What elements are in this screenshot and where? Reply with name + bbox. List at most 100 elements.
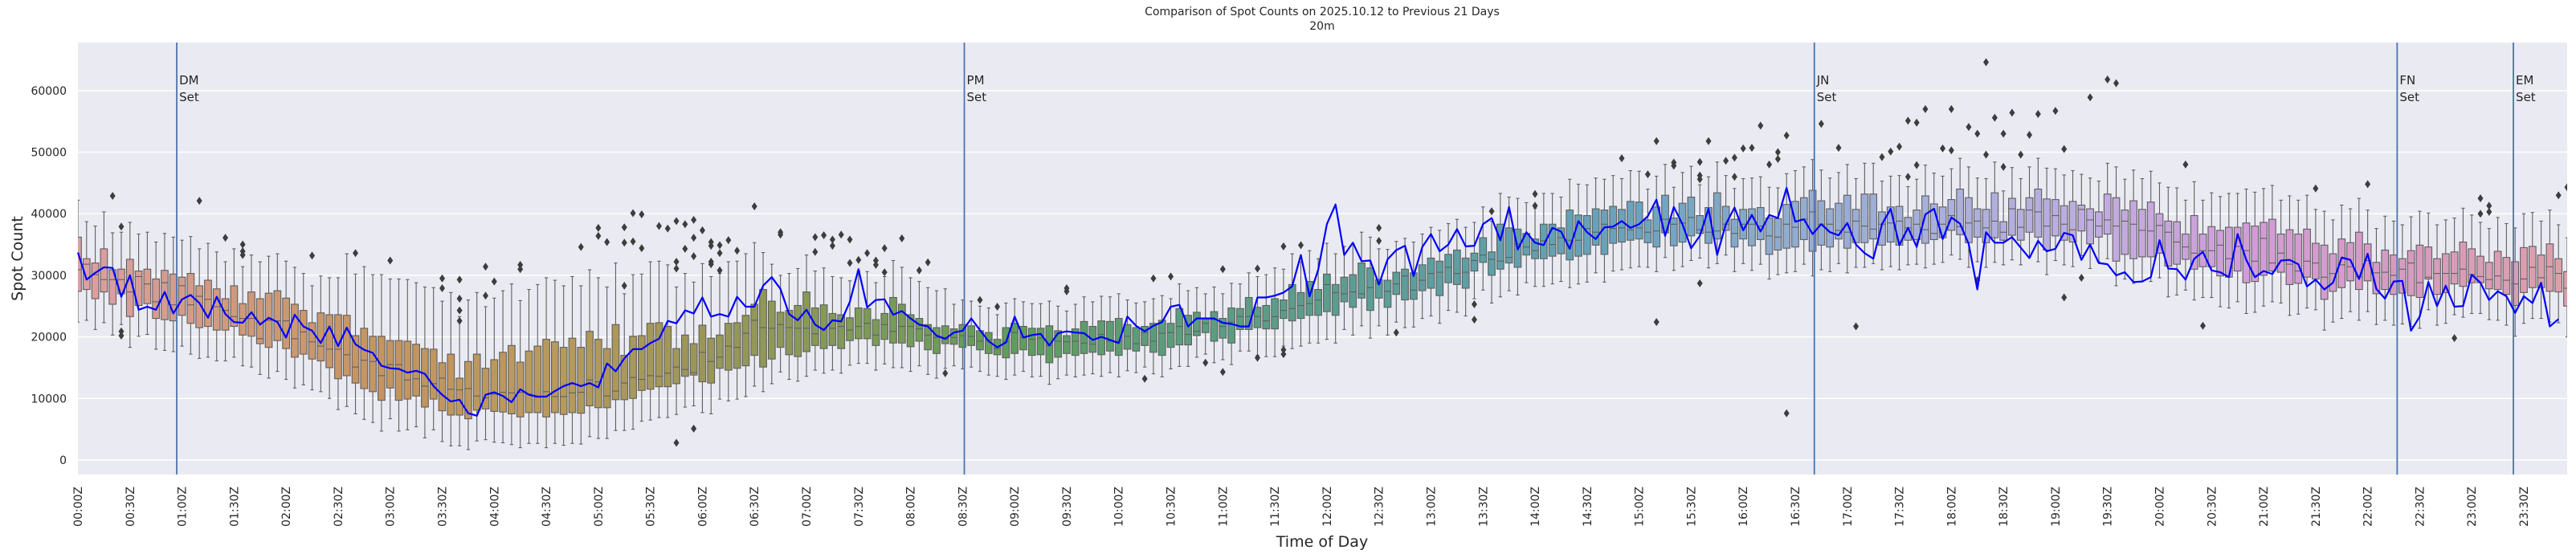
box bbox=[2459, 207, 2468, 318]
box bbox=[1687, 165, 1696, 262]
box bbox=[360, 266, 369, 420]
box-iqr bbox=[1947, 199, 1956, 231]
box bbox=[1054, 305, 1063, 380]
box-iqr bbox=[759, 288, 767, 368]
outlier-point bbox=[2000, 129, 2007, 138]
box bbox=[1036, 303, 1045, 377]
box bbox=[2129, 169, 2137, 284]
box bbox=[577, 285, 586, 445]
box-iqr bbox=[802, 291, 810, 352]
box bbox=[1305, 250, 1314, 344]
box-iqr bbox=[1184, 315, 1193, 346]
box-iqr bbox=[1756, 206, 1765, 240]
box bbox=[1401, 238, 1409, 328]
box-iqr bbox=[508, 344, 516, 415]
box-iqr bbox=[2545, 243, 2554, 292]
box-iqr bbox=[854, 307, 863, 340]
box-iqr bbox=[1956, 188, 1965, 235]
box-iqr bbox=[342, 315, 351, 377]
outlier-point bbox=[1202, 358, 1209, 367]
outlier-point bbox=[491, 277, 497, 286]
outlier-point bbox=[483, 291, 489, 300]
box bbox=[2190, 181, 2198, 301]
event-label: PM bbox=[967, 73, 985, 88]
box-iqr bbox=[230, 285, 239, 328]
box bbox=[1557, 196, 1566, 283]
box-iqr bbox=[1618, 209, 1626, 243]
box-iqr bbox=[455, 377, 463, 416]
box bbox=[1444, 222, 1452, 312]
outlier-point bbox=[1888, 147, 1894, 156]
chart-subtitle: 20m bbox=[1309, 20, 1334, 33]
outlier-point bbox=[2052, 107, 2059, 116]
box bbox=[2155, 182, 2164, 279]
box bbox=[2198, 199, 2207, 299]
box-iqr bbox=[2484, 262, 2493, 290]
box bbox=[2303, 194, 2311, 309]
x-tick-label: 08:30Z bbox=[957, 487, 970, 527]
box bbox=[568, 275, 577, 444]
box-iqr bbox=[1210, 311, 1219, 342]
box-iqr bbox=[1132, 327, 1141, 352]
x-tick-label: 11:30Z bbox=[1269, 487, 1282, 527]
outlier-point bbox=[196, 197, 202, 206]
x-tick-label: 13:00Z bbox=[1425, 487, 1438, 527]
box bbox=[1166, 298, 1175, 370]
box bbox=[2008, 167, 2016, 261]
x-tick-label: 08:00Z bbox=[905, 487, 918, 527]
box bbox=[1357, 231, 1366, 327]
box-iqr bbox=[1488, 251, 1496, 276]
box-iqr bbox=[1791, 201, 1799, 248]
box-iqr bbox=[2285, 229, 2294, 285]
box bbox=[378, 274, 386, 432]
outlier-point bbox=[778, 230, 784, 239]
event-label: DM bbox=[179, 73, 199, 88]
box bbox=[949, 303, 958, 367]
outlier-point bbox=[1948, 146, 1954, 155]
box-iqr bbox=[1305, 281, 1314, 316]
outlier-point bbox=[1757, 121, 1764, 130]
box bbox=[1479, 206, 1488, 291]
box bbox=[2545, 210, 2554, 323]
box bbox=[2363, 210, 2372, 312]
outlier-point bbox=[1974, 129, 1981, 138]
box-iqr bbox=[1280, 299, 1288, 320]
box bbox=[186, 236, 195, 355]
event-label: EM bbox=[2516, 73, 2533, 88]
box-iqr bbox=[360, 328, 369, 389]
box-iqr bbox=[499, 352, 507, 413]
box bbox=[161, 233, 169, 352]
x-tick-label: 12:00Z bbox=[1321, 487, 1334, 527]
outlier-point bbox=[899, 234, 905, 242]
outlier-point bbox=[239, 240, 246, 249]
box-iqr bbox=[941, 325, 949, 344]
outlier-point bbox=[673, 217, 680, 226]
x-tick-label: 15:00Z bbox=[1634, 487, 1647, 527]
box bbox=[698, 263, 707, 413]
box bbox=[611, 263, 620, 431]
box bbox=[299, 273, 308, 385]
outlier-point bbox=[1731, 153, 1737, 162]
box-iqr bbox=[1774, 218, 1782, 251]
box-iqr bbox=[1591, 208, 1600, 246]
box bbox=[1461, 226, 1470, 317]
outlier-point bbox=[1913, 118, 1920, 127]
box-iqr bbox=[82, 258, 91, 291]
box-iqr bbox=[2502, 257, 2511, 295]
outlier-point bbox=[751, 202, 757, 211]
box-iqr bbox=[1166, 323, 1175, 348]
outlier-point bbox=[456, 316, 463, 325]
outlier-point bbox=[1705, 136, 1712, 145]
box-iqr bbox=[2450, 251, 2459, 285]
box-iqr bbox=[1357, 263, 1366, 299]
outlier-point bbox=[1532, 202, 1538, 210]
event-label: Set bbox=[2516, 90, 2536, 104]
box-iqr bbox=[429, 348, 438, 400]
box bbox=[941, 288, 949, 369]
box-iqr bbox=[1990, 192, 1999, 238]
box bbox=[828, 275, 837, 371]
outlier-point bbox=[1749, 144, 1755, 153]
box-iqr bbox=[1262, 304, 1271, 330]
box-iqr bbox=[1557, 227, 1566, 255]
box bbox=[2103, 162, 2112, 259]
